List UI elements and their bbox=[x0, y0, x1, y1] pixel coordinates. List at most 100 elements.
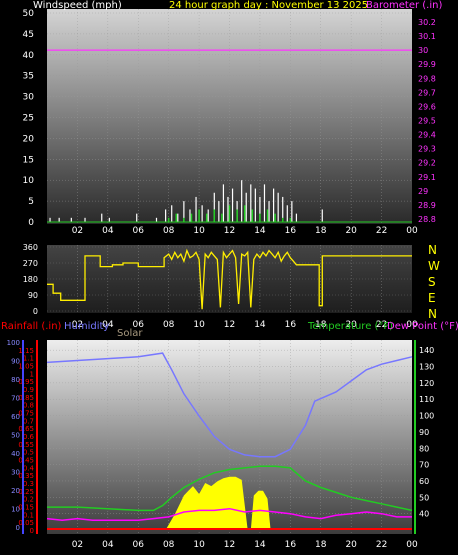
top-x-tick-label: 06 bbox=[133, 226, 145, 236]
top-x-tick-label: 12 bbox=[224, 226, 235, 236]
bottom-x-tick-label: 10 bbox=[193, 540, 205, 550]
chart-title: 24 hour graph day : November 13 2025 bbox=[169, 0, 368, 11]
temperature-label: Temperature (°F) bbox=[307, 321, 393, 332]
bottom-x-tick-label: 02 bbox=[72, 540, 83, 550]
top-x-tick-label: 14 bbox=[254, 226, 266, 236]
barometer-y-tick-label: 29.3 bbox=[418, 145, 436, 154]
temperature-y-tick-label: 110 bbox=[419, 395, 434, 404]
top-panel-bg bbox=[47, 9, 412, 224]
barometer-y-tick-label: 30.1 bbox=[418, 32, 436, 41]
middle-x-tick-label: 16 bbox=[285, 320, 297, 330]
humidity-y-tick-label: 100 bbox=[7, 339, 20, 347]
windspeed-label: Windspeed (mph) bbox=[33, 0, 122, 11]
solar-label: Solar bbox=[117, 328, 143, 339]
middle-x-tick-label: 00 bbox=[406, 320, 418, 330]
humidity-y-tick-label: 50 bbox=[11, 432, 20, 440]
bottom-x-tick-label: 12 bbox=[224, 540, 235, 550]
rainfall-y-tick-label: 0.65 bbox=[18, 425, 34, 433]
rainfall-y-tick-label: 1.05 bbox=[18, 363, 34, 371]
humidity-y-tick-label: 30 bbox=[11, 469, 20, 477]
middle-x-tick-label: 04 bbox=[102, 320, 114, 330]
middle-x-tick-label: 10 bbox=[193, 320, 205, 330]
rainfall-y-tick-label: 0.55 bbox=[18, 441, 34, 449]
barometer-y-tick-label: 29.7 bbox=[418, 88, 436, 97]
top-x-tick-label: 18 bbox=[315, 226, 327, 236]
middle-x-tick-label: 12 bbox=[224, 320, 235, 330]
rainfall-y-tick-label: 0.15 bbox=[18, 504, 34, 512]
temperature-line bbox=[47, 465, 413, 512]
top-x-tick-label: 04 bbox=[102, 226, 114, 236]
direction-y-tick-label: 360 bbox=[23, 243, 38, 252]
wind-y-tick-label: 5 bbox=[28, 197, 34, 207]
rainfall-y-tick-label: 0.75 bbox=[18, 410, 34, 418]
rainfall-y-tick-label: 0.6 bbox=[23, 433, 35, 441]
barometer-y-tick-label: 29.5 bbox=[418, 117, 436, 126]
humidity-y-tick-label: 40 bbox=[11, 450, 20, 458]
bottom-x-tick-label: 22 bbox=[376, 540, 387, 550]
rainfall-y-tick-label: 0.1 bbox=[23, 511, 34, 519]
direction-y-tick-label: 270 bbox=[23, 259, 38, 268]
rainfall-y-tick-label: 0.2 bbox=[23, 496, 34, 504]
wind-y-tick-label: 45 bbox=[23, 30, 34, 40]
middle-x-tick-label: 18 bbox=[315, 320, 327, 330]
middle-x-tick-label: 20 bbox=[345, 320, 357, 330]
barometer-y-tick-label: 29.4 bbox=[418, 131, 436, 140]
temperature-y-tick-label: 50 bbox=[419, 493, 429, 502]
barometer-y-tick-label: 30 bbox=[418, 46, 428, 55]
bottom-x-tick-label: 20 bbox=[345, 540, 357, 550]
temperature-y-tick-label: 60 bbox=[419, 477, 429, 486]
top-x-tick-label: 22 bbox=[376, 226, 387, 236]
bottom-x-tick-label: 00 bbox=[406, 540, 418, 550]
middle-x-tick-label: 06 bbox=[133, 320, 145, 330]
bottom-x-tick-label: 18 bbox=[315, 540, 327, 550]
barometer-y-tick-label: 29.2 bbox=[418, 159, 436, 168]
wind-y-tick-label: 15 bbox=[23, 155, 34, 165]
barometer-label: Barometer (.in) bbox=[366, 0, 442, 11]
bottom-x-tick-label: 08 bbox=[163, 540, 175, 550]
rainfall-y-tick-label: 0.5 bbox=[23, 449, 34, 457]
rainfall-y-tick-label: 1.15 bbox=[18, 347, 34, 355]
rainfall-y-tick-label: 0.4 bbox=[23, 464, 35, 472]
humidity-y-tick-label: 60 bbox=[11, 413, 20, 421]
barometer-y-tick-label: 28.9 bbox=[418, 201, 436, 210]
barometer-y-tick-label: 30.2 bbox=[418, 18, 436, 27]
temperature-y-tick-label: 130 bbox=[419, 363, 434, 372]
rainfall-y-tick-label: 0.7 bbox=[23, 417, 34, 425]
humidity-y-tick-label: 0 bbox=[16, 524, 20, 532]
compass-label: N bbox=[428, 307, 437, 321]
compass-label: W bbox=[428, 259, 440, 273]
rainfall-y-tick-label: 0.3 bbox=[23, 480, 34, 488]
middle-x-tick-label: 22 bbox=[376, 320, 387, 330]
wind-y-tick-label: 25 bbox=[23, 114, 34, 124]
barometer-y-tick-label: 29 bbox=[418, 187, 428, 196]
middle-x-tick-label: 08 bbox=[163, 320, 175, 330]
compass-label: S bbox=[428, 275, 436, 289]
rainfall-y-tick-label: 0 bbox=[30, 527, 34, 535]
dewpoint-label: Dew Point (°F) bbox=[387, 321, 458, 332]
temperature-y-tick-label: 70 bbox=[419, 461, 429, 470]
rainfall-y-tick-label: 0.35 bbox=[18, 472, 34, 480]
humidity-y-tick-label: 90 bbox=[11, 358, 20, 366]
humidity-y-tick-label: 70 bbox=[11, 395, 20, 403]
temperature-y-tick-label: 80 bbox=[419, 444, 429, 453]
direction-y-tick-label: 180 bbox=[23, 275, 38, 284]
barometer-y-tick-label: 28.8 bbox=[418, 215, 436, 224]
dewpoint-line bbox=[46, 507, 412, 521]
rainfall-y-tick-label: 1 bbox=[30, 370, 34, 378]
rainfall-y-tick-label: 0.85 bbox=[18, 394, 34, 402]
rainfall-y-tick-label: 0.8 bbox=[23, 402, 34, 410]
temperature-y-tick-label: 140 bbox=[419, 346, 434, 355]
top-x-tick-label: 16 bbox=[285, 226, 297, 236]
wind-y-tick-label: 10 bbox=[23, 176, 35, 186]
wind-y-tick-label: 40 bbox=[23, 51, 35, 61]
compass-label: E bbox=[428, 291, 436, 305]
humidity-y-tick-label: 20 bbox=[11, 487, 20, 495]
temperature-y-tick-label: 120 bbox=[419, 379, 434, 388]
temperature-y-tick-label: 90 bbox=[419, 428, 429, 437]
rainfall-y-tick-label: 0.05 bbox=[18, 519, 34, 527]
barometer-y-tick-label: 29.8 bbox=[418, 74, 436, 83]
bottom-x-tick-label: 16 bbox=[285, 540, 297, 550]
wind-y-tick-label: 20 bbox=[23, 134, 35, 144]
bottom-x-tick-label: 06 bbox=[133, 540, 145, 550]
